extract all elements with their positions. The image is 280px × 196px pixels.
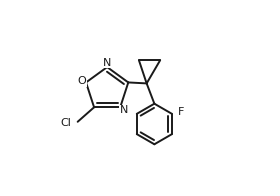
Text: N: N <box>103 58 111 68</box>
Text: N: N <box>120 105 128 115</box>
Text: F: F <box>178 107 185 117</box>
Text: O: O <box>77 76 86 86</box>
Text: Cl: Cl <box>60 118 71 128</box>
